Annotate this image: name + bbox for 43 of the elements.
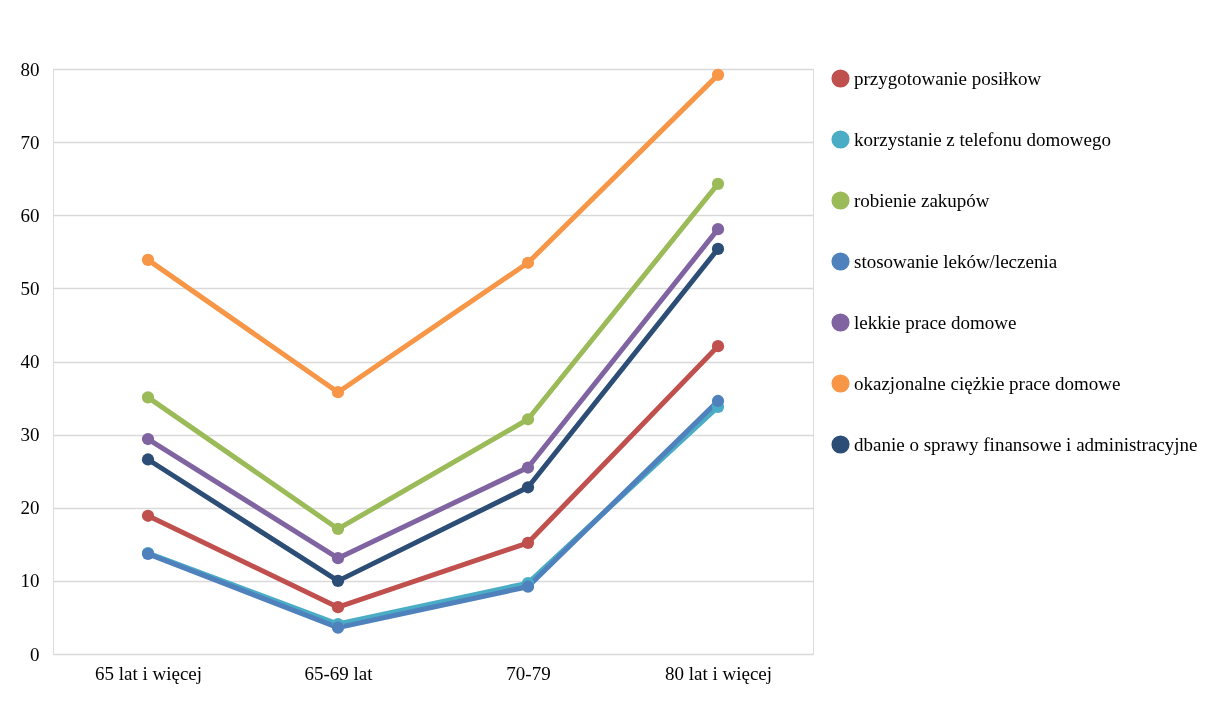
point xyxy=(521,413,535,426)
point xyxy=(331,386,345,399)
point xyxy=(331,522,345,536)
point xyxy=(141,253,155,266)
point xyxy=(331,552,345,565)
point xyxy=(331,574,345,587)
point xyxy=(331,601,345,614)
y-tick-label: 60 xyxy=(20,204,40,226)
point xyxy=(711,223,725,236)
y-tick-label: 30 xyxy=(20,424,40,446)
y-tick-label: 0 xyxy=(30,643,40,665)
legend-label: przygotowanie posiłkow xyxy=(854,67,1042,89)
y-tick-label: 10 xyxy=(20,570,40,592)
point xyxy=(521,256,535,269)
x-tick-label: 65 lat i więcej xyxy=(94,662,203,684)
legend-label: okazjonalne ciężkie prace domowe xyxy=(854,372,1121,394)
point xyxy=(521,481,535,494)
point xyxy=(141,432,155,446)
y-tick-label: 50 xyxy=(20,277,40,299)
point xyxy=(711,68,725,81)
legend-label: dbanie o sprawy finansowe i administracyjne xyxy=(854,433,1198,455)
point xyxy=(711,242,725,255)
point xyxy=(521,461,535,474)
y-tick-label: 70 xyxy=(20,131,40,153)
legend-label: lekkie prace domowe xyxy=(854,311,1017,333)
legend-label: stosowanie leków/leczenia xyxy=(854,250,1058,272)
point xyxy=(141,453,155,466)
x-tick-label: 70-79 xyxy=(506,662,551,684)
y-tick-label: 40 xyxy=(20,351,40,372)
point xyxy=(521,536,535,549)
point xyxy=(331,621,345,634)
point xyxy=(521,580,535,593)
point xyxy=(711,394,725,408)
y-tick-label: 20 xyxy=(20,497,40,519)
x-tick-label: 65-69 lat xyxy=(304,662,374,684)
point xyxy=(711,177,725,190)
point xyxy=(141,509,155,522)
point xyxy=(141,391,155,404)
legend-label: korzystanie z telefonu domowego xyxy=(854,128,1111,150)
y-tick-label: 80 xyxy=(20,58,40,80)
legend-label: robienie zakupów xyxy=(854,189,990,211)
x-tick-label: 80 lat i więcej xyxy=(664,662,773,684)
point xyxy=(711,340,725,353)
